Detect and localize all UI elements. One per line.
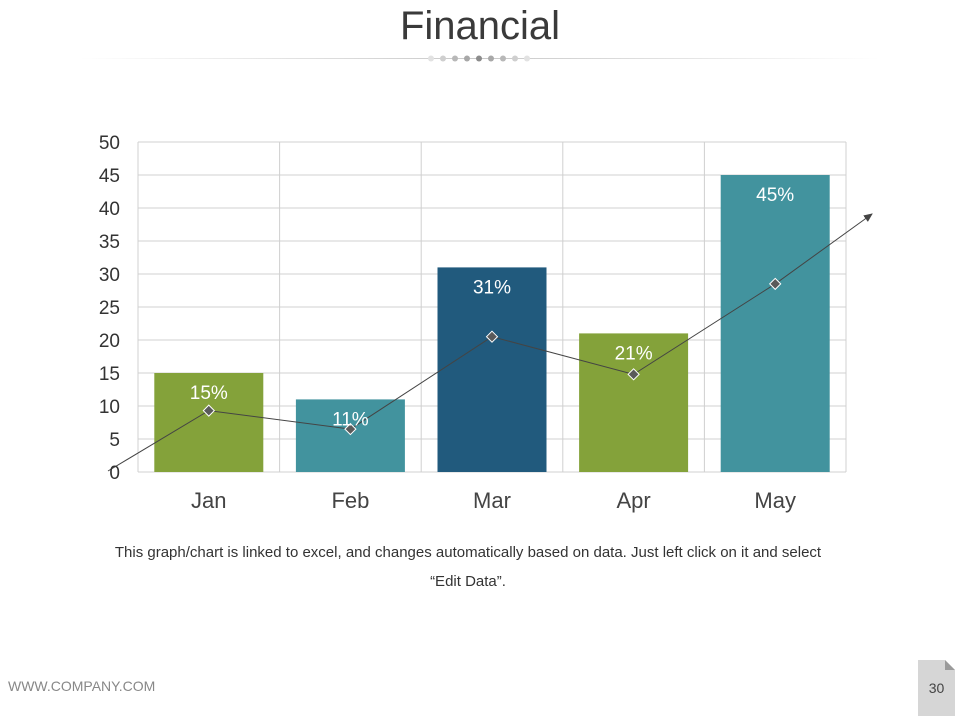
x-tick-label: Mar bbox=[473, 488, 511, 513]
y-tick-label: 35 bbox=[99, 232, 120, 253]
chart-trend bbox=[107, 213, 873, 472]
y-tick-label: 45 bbox=[99, 166, 120, 187]
slide-title: Financial bbox=[399, 4, 561, 48]
footer-url[interactable]: WWW.COMPANY.COM bbox=[8, 678, 156, 694]
chart-caption: This graph/chart is linked to excel, and… bbox=[114, 544, 822, 590]
bar-mar[interactable] bbox=[437, 267, 547, 472]
bar-may[interactable] bbox=[720, 175, 830, 472]
title-divider-dots bbox=[428, 55, 530, 62]
chart-labels: 15% 11% 31% 21% 45% bbox=[190, 185, 795, 430]
data-label: 21% bbox=[615, 343, 653, 364]
trend-marker bbox=[768, 277, 782, 291]
page-number: 30 bbox=[928, 680, 945, 696]
data-label: 11% bbox=[332, 409, 369, 430]
y-tick-label: 30 bbox=[99, 265, 120, 286]
y-tick-label: 25 bbox=[99, 298, 120, 319]
x-tick-label: Jan bbox=[191, 488, 226, 513]
chart-axes: 0 5 10 15 20 25 30 35 40 45 50 Jan Feb Mar Apr May bbox=[99, 133, 796, 513]
y-tick-label: 50 bbox=[99, 133, 120, 154]
title-divider bbox=[80, 55, 880, 62]
bar-apr[interactable] bbox=[579, 333, 689, 472]
page-number-badge: 30 bbox=[918, 660, 955, 716]
trend-marker bbox=[344, 422, 357, 436]
trend-marker bbox=[202, 404, 216, 417]
data-label: 45% bbox=[756, 185, 794, 206]
y-tick-label: 15 bbox=[99, 364, 120, 385]
x-tick-label: May bbox=[754, 488, 796, 513]
y-tick-label: 0 bbox=[109, 463, 120, 484]
x-tick-label: Feb bbox=[331, 488, 369, 513]
trend-marker bbox=[627, 368, 640, 381]
data-label: 15% bbox=[190, 383, 228, 404]
y-tick-label: 5 bbox=[109, 430, 120, 451]
bar-chart: 15% 11% 31% 21% 45% 0 5 10 15 20 25 30 35 40 45 50 Jan F… bbox=[99, 133, 873, 513]
chart-bars bbox=[154, 175, 830, 472]
bar-jan[interactable] bbox=[154, 373, 264, 472]
y-tick-label: 40 bbox=[99, 199, 120, 220]
y-tick-label: 10 bbox=[99, 397, 120, 418]
bar-feb[interactable] bbox=[295, 399, 405, 472]
trend-marker bbox=[485, 330, 499, 343]
page-corner-icon bbox=[918, 660, 955, 716]
x-tick-label: Apr bbox=[616, 488, 650, 513]
y-tick-label: 20 bbox=[99, 331, 120, 352]
data-label: 31% bbox=[473, 277, 511, 298]
